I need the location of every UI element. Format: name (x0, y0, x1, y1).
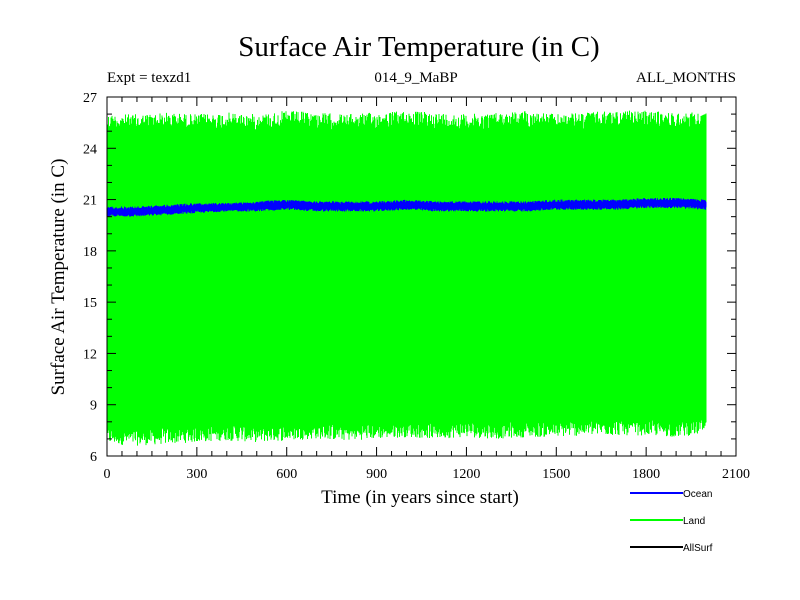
y-tick-label: 21 (83, 194, 97, 209)
period-label: 014_9_MaBP (374, 70, 457, 86)
legend-item-allsurf: AllSurf (630, 543, 713, 554)
y-tick-label: 24 (83, 142, 97, 157)
months-label: ALL_MONTHS (636, 70, 736, 86)
y-tick-label: 15 (83, 296, 97, 311)
axis-ticks: 0 300 600 900 1200 1500 1800 2100 6 9 12 15 18 21 24 27 (83, 91, 750, 482)
x-tick-label: 300 (186, 467, 207, 482)
legend-item-land: Land (630, 516, 705, 527)
series-land-line (106, 110, 707, 446)
experiment-label: Expt = texzd1 (107, 70, 191, 86)
series-land (106, 110, 707, 446)
y-tick-label: 12 (83, 347, 97, 362)
plot-series (106, 110, 707, 446)
legend-item-ocean: Ocean (630, 489, 712, 500)
x-axis-title: Time (in years since start) (321, 487, 519, 508)
x-tick-label: 2100 (722, 467, 750, 482)
chart-title: Surface Air Temperature (in C) (238, 31, 599, 63)
legend-label: AllSurf (683, 543, 713, 554)
x-tick-label: 1200 (452, 467, 480, 482)
x-tick-label: 1500 (542, 467, 570, 482)
x-tick-label: 600 (276, 467, 297, 482)
y-tick-label: 27 (83, 91, 97, 106)
legend-label: Land (683, 516, 705, 527)
y-axis-title: Surface Air Temperature (in C) (48, 159, 69, 396)
x-tick-label: 0 (104, 467, 111, 482)
legend: Ocean Land AllSurf (630, 489, 713, 554)
y-tick-label: 6 (90, 450, 97, 465)
legend-label: Ocean (683, 489, 712, 500)
y-tick-label: 18 (83, 245, 97, 260)
y-tick-label: 9 (90, 399, 97, 414)
x-tick-label: 1800 (632, 467, 660, 482)
x-tick-label: 900 (366, 467, 387, 482)
